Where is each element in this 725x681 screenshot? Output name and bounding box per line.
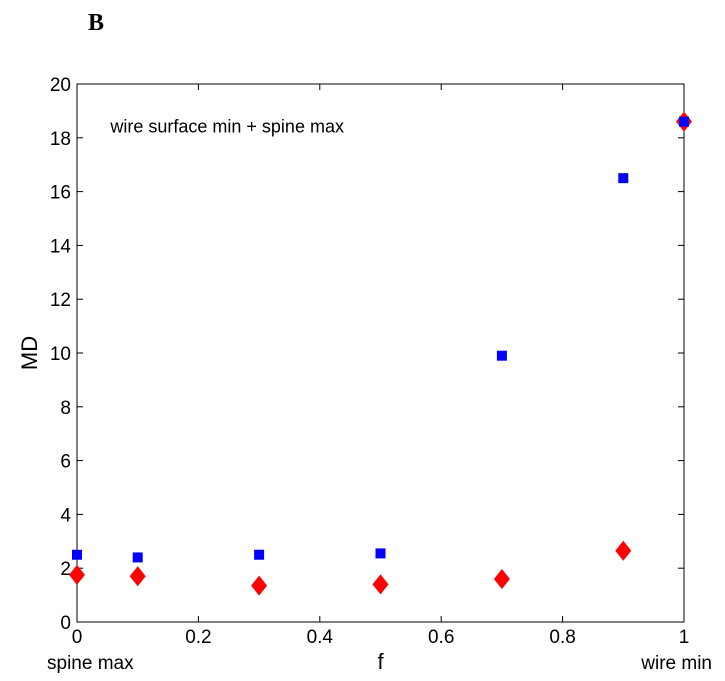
- y-tick-label: 8: [60, 398, 71, 419]
- y-axis-title: MD: [17, 336, 42, 370]
- data-point-square: [679, 116, 689, 127]
- y-tick-label: 10: [50, 344, 71, 365]
- x-tick-label: 0: [72, 627, 83, 648]
- data-point-square: [618, 173, 629, 184]
- data-point-square: [496, 350, 507, 361]
- data-point-square: [254, 549, 265, 560]
- y-tick-label: 14: [50, 236, 72, 257]
- x-tick-label: 1: [679, 627, 690, 648]
- data-point-square: [132, 552, 143, 563]
- y-tick-label: 18: [50, 129, 71, 150]
- plot-frame: [76, 83, 685, 623]
- data-point-square: [72, 549, 82, 560]
- x-end-label-left: spine max: [47, 653, 134, 674]
- x-axis-title: f: [377, 649, 384, 674]
- y-tick-label: 12: [50, 290, 71, 311]
- y-tick-label: 2: [60, 559, 71, 580]
- data-point-square: [375, 548, 386, 559]
- x-tick-label: 0.8: [549, 627, 575, 648]
- chart-annotation: wire surface min + spine max: [109, 116, 344, 136]
- x-end-label-right: wire min: [640, 653, 712, 674]
- y-tick-label: 0: [60, 613, 71, 634]
- y-tick-label: 6: [60, 452, 71, 473]
- scatter-chart: 0 0.2 0.4 0.6 0.8 102468101214161820fMDspine …: [17, 75, 712, 674]
- y-tick-label: 20: [50, 75, 71, 96]
- y-tick-label: 16: [50, 183, 71, 204]
- data-point-diamond: [251, 575, 268, 596]
- x-tick-label: 0.4: [307, 627, 334, 648]
- data-point-diamond: [372, 574, 389, 595]
- panel-label: B: [88, 10, 104, 36]
- x-tick-label: 0.2: [185, 627, 211, 648]
- data-point-diamond: [493, 568, 510, 589]
- y-tick-label: 4: [60, 505, 71, 526]
- data-point-diamond: [129, 566, 146, 587]
- x-tick-label: 0.6: [428, 627, 454, 648]
- data-point-diamond: [69, 564, 85, 585]
- data-point-diamond: [615, 540, 632, 561]
